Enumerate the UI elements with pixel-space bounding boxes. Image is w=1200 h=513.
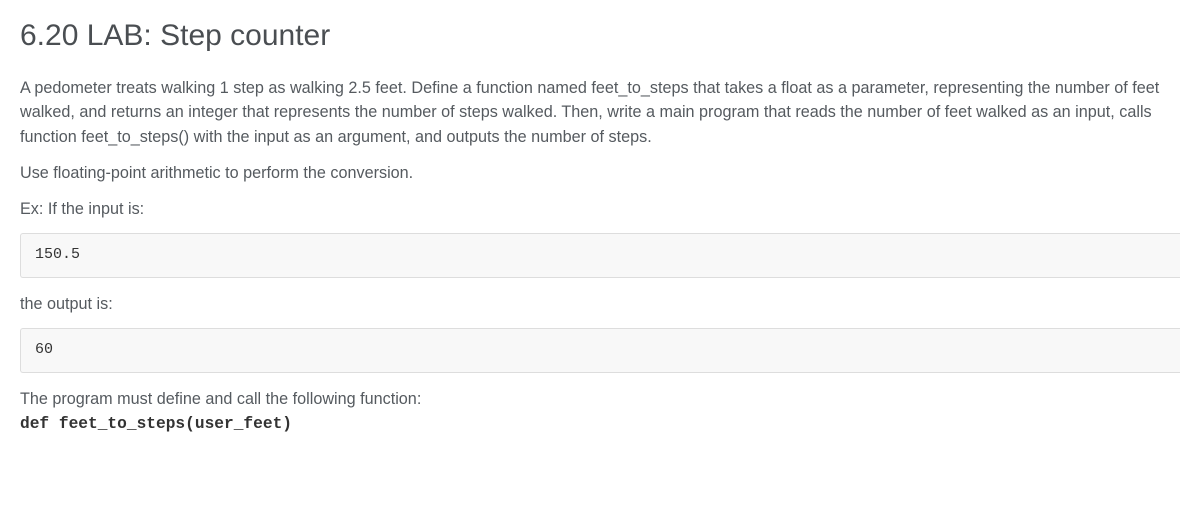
lab-title: 6.20 LAB: Step counter [20,18,1180,54]
intro-paragraph: A pedometer treats walking 1 step as wal… [20,76,1180,149]
example-output-codebox: 60 [20,328,1180,373]
must-define-paragraph: The program must define and call the fol… [20,387,1180,437]
must-define-text: The program must define and call the fol… [20,390,421,408]
lab-container: 6.20 LAB: Step counter A pedometer treat… [0,0,1200,468]
note-paragraph: Use floating-point arithmetic to perform… [20,161,1180,185]
example-input-codebox: 150.5 [20,233,1180,278]
example-output-label: the output is: [20,292,1180,316]
example-input-label: Ex: If the input is: [20,197,1180,221]
function-def-code: def feet_to_steps(user_feet) [20,415,292,433]
